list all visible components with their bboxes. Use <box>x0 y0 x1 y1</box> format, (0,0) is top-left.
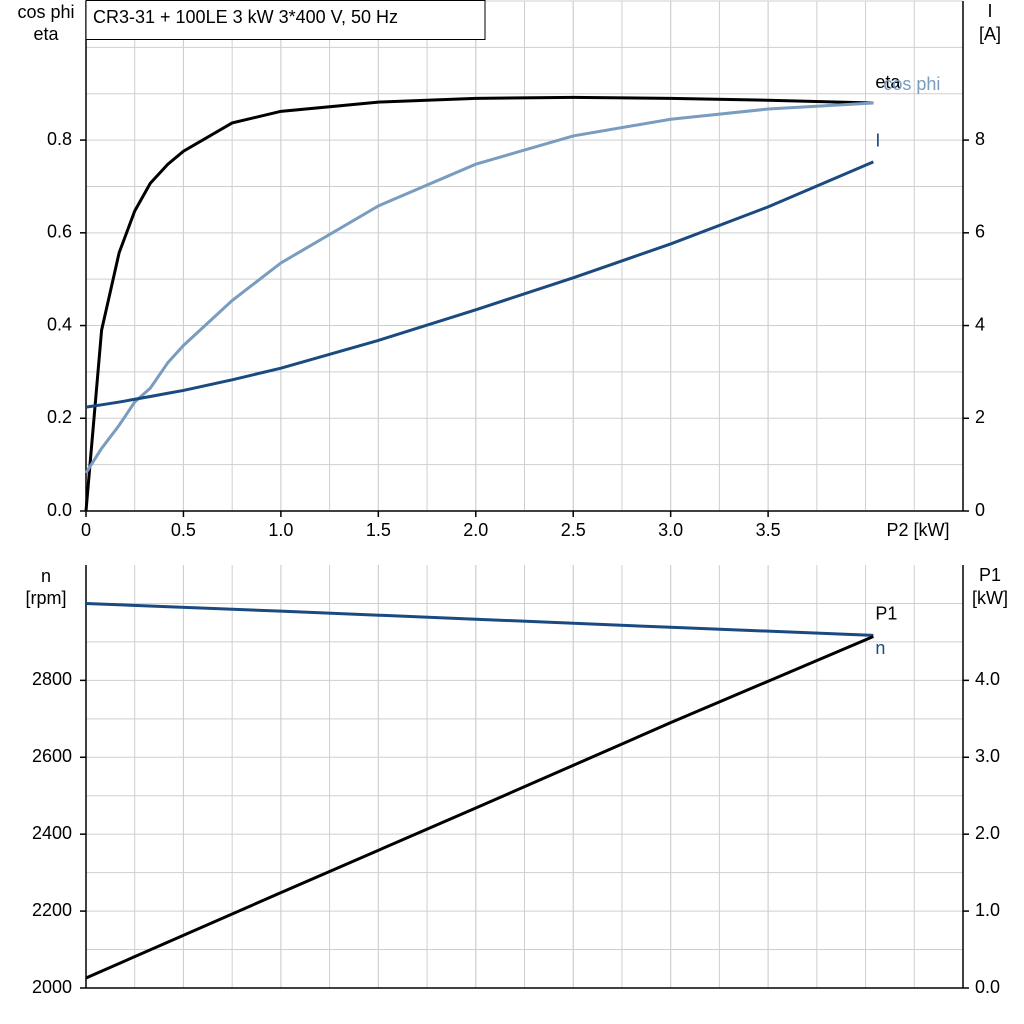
y-tick-label: 2200 <box>32 900 72 920</box>
y-axis-label: [rpm] <box>25 588 66 608</box>
x-axis-label: P2 [kW] <box>886 520 949 540</box>
chart-title: CR3-31 + 100LE 3 kW 3*400 V, 50 Hz <box>93 7 398 27</box>
y-tick-label: 2800 <box>32 669 72 689</box>
y-axis-label: n <box>41 566 51 586</box>
series-label: P1 <box>875 603 897 623</box>
y-axis-label: cos phi <box>17 2 74 22</box>
y2-axis-label: I <box>987 1 992 21</box>
x-tick-label: 0.5 <box>171 520 196 540</box>
y-tick-label: 0.0 <box>47 500 72 520</box>
x-tick-label: 0 <box>81 520 91 540</box>
y2-axis-label: [A] <box>979 24 1001 44</box>
x-tick-label: 3.5 <box>756 520 781 540</box>
series-line <box>84 95 874 512</box>
x-tick-label: 1.0 <box>268 520 293 540</box>
x-tick-label: 1.5 <box>366 520 391 540</box>
y-tick-label: 2600 <box>32 746 72 766</box>
series-label: eta <box>875 72 901 92</box>
series-line <box>84 101 874 474</box>
y2-tick-label: 2 <box>975 407 985 427</box>
y2-tick-label: 6 <box>975 222 985 242</box>
y2-tick-label: 4 <box>975 314 985 334</box>
y-tick-label: 2400 <box>32 823 72 843</box>
y2-axis-label: [kW] <box>972 588 1008 608</box>
x-tick-label: 2.0 <box>463 520 488 540</box>
y2-tick-label: 0 <box>975 500 985 520</box>
y2-tick-label: 8 <box>975 129 985 149</box>
y2-tick-label: 1.0 <box>975 900 1000 920</box>
y2-tick-label: 3.0 <box>975 746 1000 766</box>
title-box <box>85 0 486 40</box>
series-label: cos phi <box>883 74 940 94</box>
y-tick-label: 0.8 <box>47 129 72 149</box>
series-line <box>85 601 874 637</box>
y-tick-label: 0.2 <box>47 407 72 427</box>
y2-tick-label: 0.0 <box>975 977 1000 997</box>
y-axis-label: eta <box>33 24 59 44</box>
series-line <box>85 635 874 980</box>
y2-tick-label: 4.0 <box>975 669 1000 689</box>
x-tick-label: 3.0 <box>658 520 683 540</box>
x-tick-label: 2.5 <box>561 520 586 540</box>
series-label: n <box>875 638 885 658</box>
y-tick-label: 0.4 <box>47 314 72 334</box>
y-tick-label: 0.6 <box>47 222 72 242</box>
y-tick-label: 2000 <box>32 977 72 997</box>
y2-axis-label: P1 <box>979 565 1001 585</box>
series-label: I <box>875 131 880 151</box>
y2-tick-label: 2.0 <box>975 823 1000 843</box>
series-line <box>85 160 874 409</box>
